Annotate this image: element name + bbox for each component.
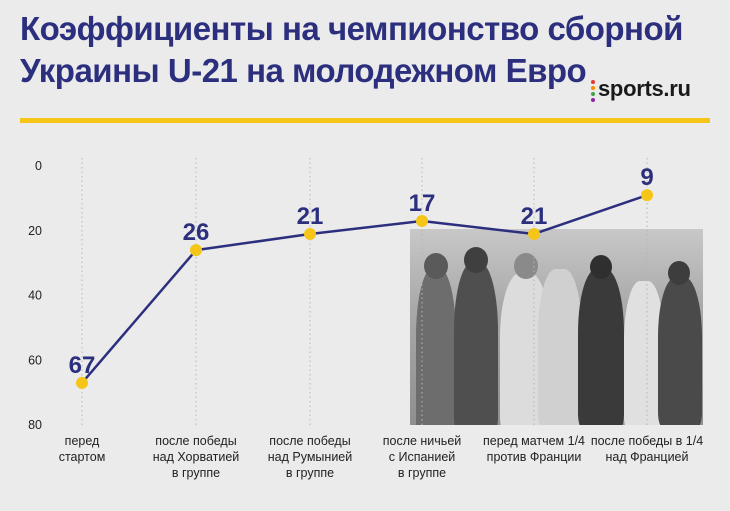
brand-name: sports.ru	[598, 76, 691, 101]
x-category-line: над Хорватией	[152, 450, 240, 464]
y-tick-label-3: 60	[28, 353, 42, 367]
data-point-2	[304, 227, 316, 240]
data-label-2: 21	[297, 203, 324, 230]
brand-logo: sports.ru	[591, 76, 691, 102]
y-tick-label-0: 0	[35, 159, 42, 173]
x-category-label-3: после ничьей с Испанией в группе	[362, 433, 482, 481]
x-category-label-1: после победы над Хорватией в группе	[136, 433, 256, 481]
data-label-3: 17	[409, 190, 436, 217]
title-line-1: Коэффициенты на чемпионство сборной	[20, 10, 683, 47]
x-category-line: с Испанией	[388, 450, 456, 464]
x-category-line: перед	[64, 434, 100, 448]
y-tick-label-1: 20	[28, 224, 42, 238]
y-tick-label-4: 80	[28, 418, 42, 432]
x-category-line: перед матчем 1/4	[482, 434, 586, 448]
x-category-line: в группе	[171, 466, 221, 480]
x-category-line: стартом	[58, 450, 106, 464]
x-category-line: после победы в 1/4	[590, 434, 704, 448]
team-celebration-photo	[410, 229, 703, 425]
y-tick-label-2: 40	[28, 289, 42, 303]
data-point-5	[641, 189, 653, 202]
x-category-line: над Румынией	[267, 450, 353, 464]
x-category-label-5: после победы в 1/4 над Францией	[587, 433, 707, 465]
x-category-line: в группе	[285, 466, 335, 480]
x-category-label-0: перед стартом	[22, 433, 142, 465]
series-line	[81, 193, 648, 384]
x-category-line: после победы	[269, 434, 351, 448]
x-category-line: после ничьей	[382, 434, 462, 448]
data-label-4: 21	[521, 203, 548, 230]
data-point-1	[190, 244, 202, 257]
x-category-line: после победы	[155, 434, 237, 448]
data-point-0	[76, 376, 88, 389]
data-point-3	[416, 215, 428, 228]
data-label-5: 9	[640, 164, 653, 191]
data-label-1: 26	[183, 219, 210, 246]
x-category-line: в группе	[397, 466, 447, 480]
x-category-line: против Франции	[486, 450, 582, 464]
title-divider	[20, 118, 710, 123]
x-category-label-2: после победы над Румынией в группе	[250, 433, 370, 481]
title-line-2: Украины U-21 на молодежном Евро	[20, 52, 587, 89]
data-point-4	[528, 227, 540, 240]
brand-dots-icon	[591, 80, 596, 104]
x-category-label-4: перед матчем 1/4 против Франции	[474, 433, 594, 465]
page-title: Коэффициенты на чемпионство сборной Укра…	[20, 8, 710, 92]
data-label-0: 67	[69, 352, 96, 379]
x-category-line: над Францией	[605, 450, 689, 464]
